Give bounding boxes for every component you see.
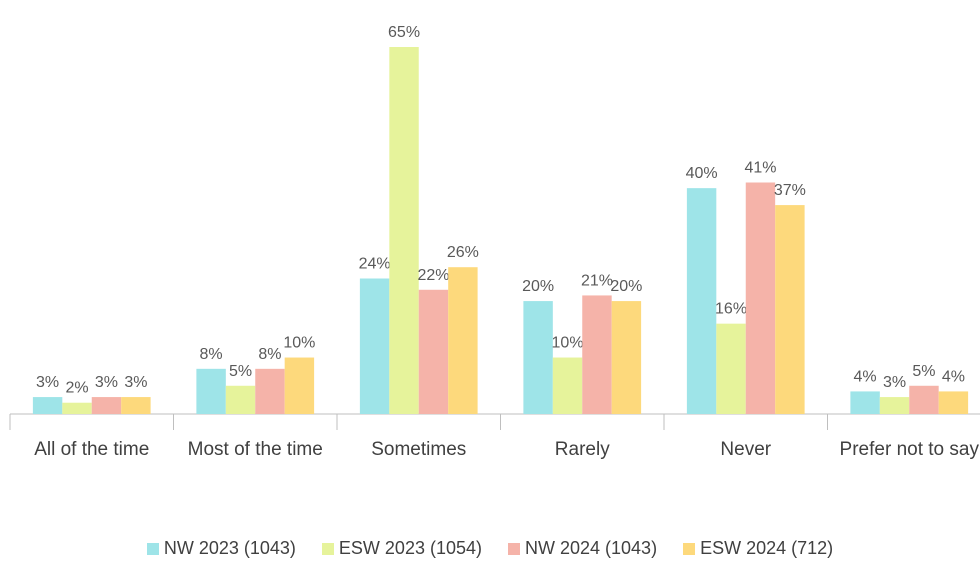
data-label: 16%: [715, 301, 747, 318]
data-label: 22%: [417, 267, 449, 284]
bar: [523, 301, 553, 414]
bar: [284, 357, 315, 414]
x-tick-label: Prefer not to say: [839, 439, 979, 460]
legend-label: ESW 2024 (712): [700, 538, 834, 558]
x-tick-label: Sometimes: [371, 439, 467, 460]
legend-swatch: [508, 542, 520, 555]
legend: NW 2023 (1043) ESW 2023 (1054) NW 2024 (10…: [0, 538, 980, 559]
bar: [62, 402, 92, 414]
data-label: 8%: [200, 346, 223, 363]
x-tick-label: Rarely: [554, 439, 610, 460]
bar: [121, 397, 151, 414]
data-label: 4%: [854, 368, 877, 385]
legend-label: NW 2023 (1043): [163, 538, 296, 558]
legend-label: NW 2024 (1043): [525, 538, 658, 558]
bar: [255, 368, 285, 414]
legend-item: NW 2023 (1043): [146, 538, 296, 559]
bar: [32, 397, 63, 414]
data-label: 2%: [65, 380, 88, 397]
bar: [775, 205, 805, 414]
data-label: 5%: [229, 363, 252, 380]
x-tick-label: All of the time: [34, 439, 150, 460]
data-label: 65%: [388, 24, 420, 41]
x-tick-label: Most of the time: [187, 439, 323, 460]
legend-swatch: [321, 542, 334, 555]
data-label: 21%: [581, 272, 613, 289]
data-label: 41%: [744, 160, 776, 177]
legend-item: ESW 2023 (1054): [321, 538, 482, 559]
data-label: 26%: [447, 244, 479, 261]
bar: [359, 278, 390, 414]
data-label: 10%: [552, 335, 584, 352]
legend-item: NW 2024 (1043): [508, 538, 657, 559]
data-label: 24%: [359, 255, 391, 272]
bar: [196, 368, 226, 414]
data-label: 4%: [942, 368, 965, 385]
x-tick-label: Never: [720, 439, 772, 460]
data-label: 20%: [610, 278, 642, 295]
bar: [909, 385, 939, 414]
bar: [418, 289, 449, 414]
bar: [582, 295, 612, 414]
data-label: 5%: [912, 363, 935, 380]
legend-swatch: [146, 542, 159, 555]
bar: [716, 323, 746, 414]
bar: [611, 301, 642, 414]
legend-item: ESW 2024 (712): [683, 538, 833, 559]
data-label: 10%: [283, 335, 315, 352]
bar: [879, 397, 910, 414]
plot-area: 3% 8% 24% 20% 40% 4% 2% 5% 65% 10% 16% 3% 3% 8% 22% 21%…: [9, 24, 980, 430]
bar: [850, 391, 880, 414]
data-label: 3%: [36, 374, 59, 391]
bar: [745, 182, 776, 414]
bar: [225, 385, 256, 414]
bar: [91, 397, 122, 414]
bar: [448, 267, 478, 414]
legend-swatch: [683, 542, 696, 555]
data-label: 8%: [258, 346, 281, 363]
data-label: 3%: [124, 374, 147, 391]
data-label: 3%: [95, 374, 118, 391]
data-label: 3%: [883, 374, 906, 391]
data-label: 37%: [774, 182, 806, 199]
data-label: 20%: [522, 278, 554, 295]
bar: [686, 188, 717, 414]
bar: [552, 357, 583, 414]
data-label: 40%: [686, 165, 718, 182]
bar: [389, 47, 419, 414]
legend-label: ESW 2023 (1054): [338, 538, 482, 558]
bar: [938, 391, 969, 414]
